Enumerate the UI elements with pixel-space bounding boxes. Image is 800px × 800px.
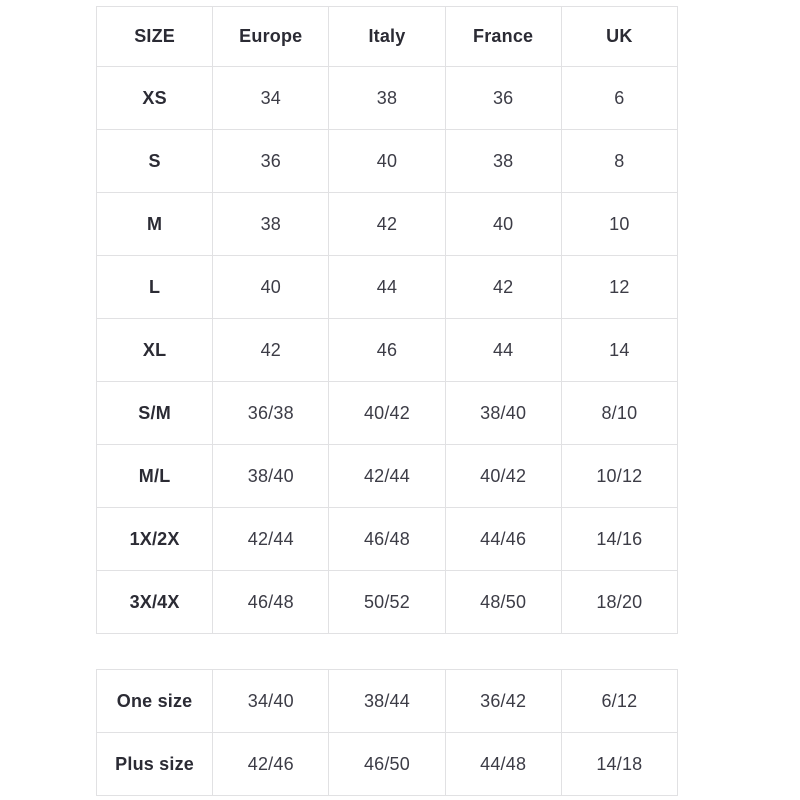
size-value-cell: 38/40 xyxy=(444,381,562,445)
size-value-cell: 40 xyxy=(444,192,562,256)
column-header-europe: Europe xyxy=(212,6,330,67)
size-value-cell: 14/16 xyxy=(560,507,679,571)
size-conversion-table: SIZE Europe Italy France UK XS 34 38 36 … xyxy=(95,6,679,634)
column-header-size: SIZE xyxy=(95,6,214,67)
table-gap xyxy=(96,634,800,669)
size-value-cell: 40 xyxy=(328,129,446,193)
size-label-cell: S/M xyxy=(95,381,214,445)
size-value-cell: 10/12 xyxy=(560,444,679,508)
size-value-cell: 36/42 xyxy=(444,669,562,733)
size-value-cell: 44 xyxy=(444,318,562,382)
size-value-cell: 48/50 xyxy=(444,570,562,634)
size-value-cell: 42/44 xyxy=(328,444,446,508)
column-header-italy: Italy xyxy=(328,6,446,67)
column-header-france: France xyxy=(444,6,562,67)
size-value-cell: 6/12 xyxy=(560,669,679,733)
table-row-xl: XL 42 46 44 14 xyxy=(95,318,679,382)
size-value-cell: 14/18 xyxy=(560,732,679,796)
table-row-plus-size: Plus size 42/46 46/50 44/48 14/18 xyxy=(95,732,679,796)
size-label-cell: L xyxy=(95,255,214,319)
special-sizes-body: One size 34/40 38/44 36/42 6/12 Plus siz… xyxy=(95,669,679,796)
size-value-cell: 8 xyxy=(560,129,679,193)
header-row: SIZE Europe Italy France UK xyxy=(95,6,679,67)
table-row-ml: M/L 38/40 42/44 40/42 10/12 xyxy=(95,444,679,508)
size-label-cell: XL xyxy=(95,318,214,382)
size-value-cell: 46 xyxy=(328,318,446,382)
size-value-cell: 44/46 xyxy=(444,507,562,571)
size-value-cell: 42 xyxy=(328,192,446,256)
size-value-cell: 44/48 xyxy=(444,732,562,796)
size-value-cell: 14 xyxy=(560,318,679,382)
table-row-m: M 38 42 40 10 xyxy=(95,192,679,256)
table-row-s: S 36 40 38 8 xyxy=(95,129,679,193)
size-value-cell: 38/44 xyxy=(328,669,446,733)
table-row-sm: S/M 36/38 40/42 38/40 8/10 xyxy=(95,381,679,445)
size-value-cell: 38/40 xyxy=(212,444,330,508)
size-table-header: SIZE Europe Italy France UK xyxy=(95,6,679,67)
size-value-cell: 50/52 xyxy=(328,570,446,634)
size-label-cell: M/L xyxy=(95,444,214,508)
table-row-l: L 40 44 42 12 xyxy=(95,255,679,319)
size-value-cell: 46/50 xyxy=(328,732,446,796)
size-label-cell: S xyxy=(95,129,214,193)
size-value-cell: 38 xyxy=(212,192,330,256)
size-value-cell: 36 xyxy=(212,129,330,193)
table-row-one-size: One size 34/40 38/44 36/42 6/12 xyxy=(95,669,679,733)
column-header-uk: UK xyxy=(560,6,679,67)
size-value-cell: 38 xyxy=(328,66,446,130)
size-label-cell: XS xyxy=(95,66,214,130)
size-value-cell: 8/10 xyxy=(560,381,679,445)
size-table-body: XS 34 38 36 6 S 36 40 38 8 M 38 42 40 10 xyxy=(95,66,679,634)
size-value-cell: 46/48 xyxy=(328,507,446,571)
size-value-cell: 6 xyxy=(560,66,679,130)
size-value-cell: 40/42 xyxy=(328,381,446,445)
table-row-xs: XS 34 38 36 6 xyxy=(95,66,679,130)
size-value-cell: 42 xyxy=(212,318,330,382)
size-value-cell: 44 xyxy=(328,255,446,319)
size-value-cell: 36 xyxy=(444,66,562,130)
size-value-cell: 34 xyxy=(212,66,330,130)
size-label-cell: One size xyxy=(95,669,214,733)
size-value-cell: 10 xyxy=(560,192,679,256)
size-label-cell: 3X/4X xyxy=(95,570,214,634)
size-value-cell: 42/46 xyxy=(212,732,330,796)
size-value-cell: 40 xyxy=(212,255,330,319)
size-value-cell: 46/48 xyxy=(212,570,330,634)
size-label-cell: 1X/2X xyxy=(95,507,214,571)
size-value-cell: 34/40 xyxy=(212,669,330,733)
size-label-cell: Plus size xyxy=(95,732,214,796)
table-row-3x4x: 3X/4X 46/48 50/52 48/50 18/20 xyxy=(95,570,679,634)
special-sizes-table: One size 34/40 38/44 36/42 6/12 Plus siz… xyxy=(95,669,679,796)
size-label-cell: M xyxy=(95,192,214,256)
size-value-cell: 42/44 xyxy=(212,507,330,571)
size-value-cell: 40/42 xyxy=(444,444,562,508)
size-value-cell: 18/20 xyxy=(560,570,679,634)
size-value-cell: 42 xyxy=(444,255,562,319)
size-value-cell: 38 xyxy=(444,129,562,193)
table-row-1x2x: 1X/2X 42/44 46/48 44/46 14/16 xyxy=(95,507,679,571)
size-value-cell: 36/38 xyxy=(212,381,330,445)
size-value-cell: 12 xyxy=(560,255,679,319)
